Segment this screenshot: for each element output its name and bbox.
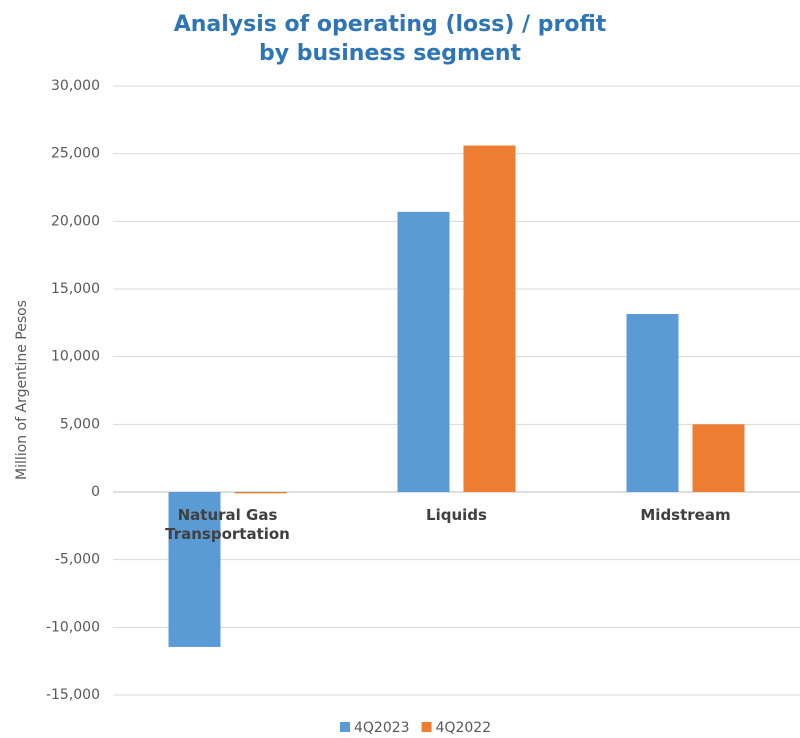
- y-tick-label: -15,000: [46, 687, 100, 703]
- legend-swatch: [340, 722, 350, 732]
- legend-label: 4Q2022: [436, 720, 492, 736]
- y-tick-label: 20,000: [51, 213, 100, 229]
- x-tick-label: Midstream: [640, 506, 731, 524]
- legend-swatch: [421, 722, 432, 732]
- y-tick-label: 25,000: [51, 146, 100, 162]
- bar: [234, 492, 287, 494]
- y-tick-label: 10,000: [51, 349, 100, 365]
- y-tick-label: 5,000: [60, 416, 100, 432]
- bar: [692, 424, 745, 492]
- y-tick-label: 30,000: [51, 78, 100, 94]
- bar: [168, 492, 221, 647]
- bar: [626, 314, 679, 492]
- x-tick-label: Natural Gas Transportation: [165, 506, 290, 543]
- bar: [463, 145, 516, 492]
- chart-title: Analysis of operating (loss) / profit: [174, 12, 607, 37]
- y-tick-label: -5,000: [55, 552, 100, 568]
- y-axis-label: Million of Argentine Pesos: [14, 300, 30, 480]
- legend-label: 4Q2023: [354, 720, 410, 736]
- chart-title: by business segment: [259, 41, 521, 66]
- x-tick-label: Liquids: [426, 506, 487, 524]
- y-tick-label: -10,000: [46, 619, 100, 635]
- bar: [397, 211, 450, 493]
- y-tick-label: 0: [91, 484, 100, 500]
- y-tick-label: 15,000: [51, 281, 100, 297]
